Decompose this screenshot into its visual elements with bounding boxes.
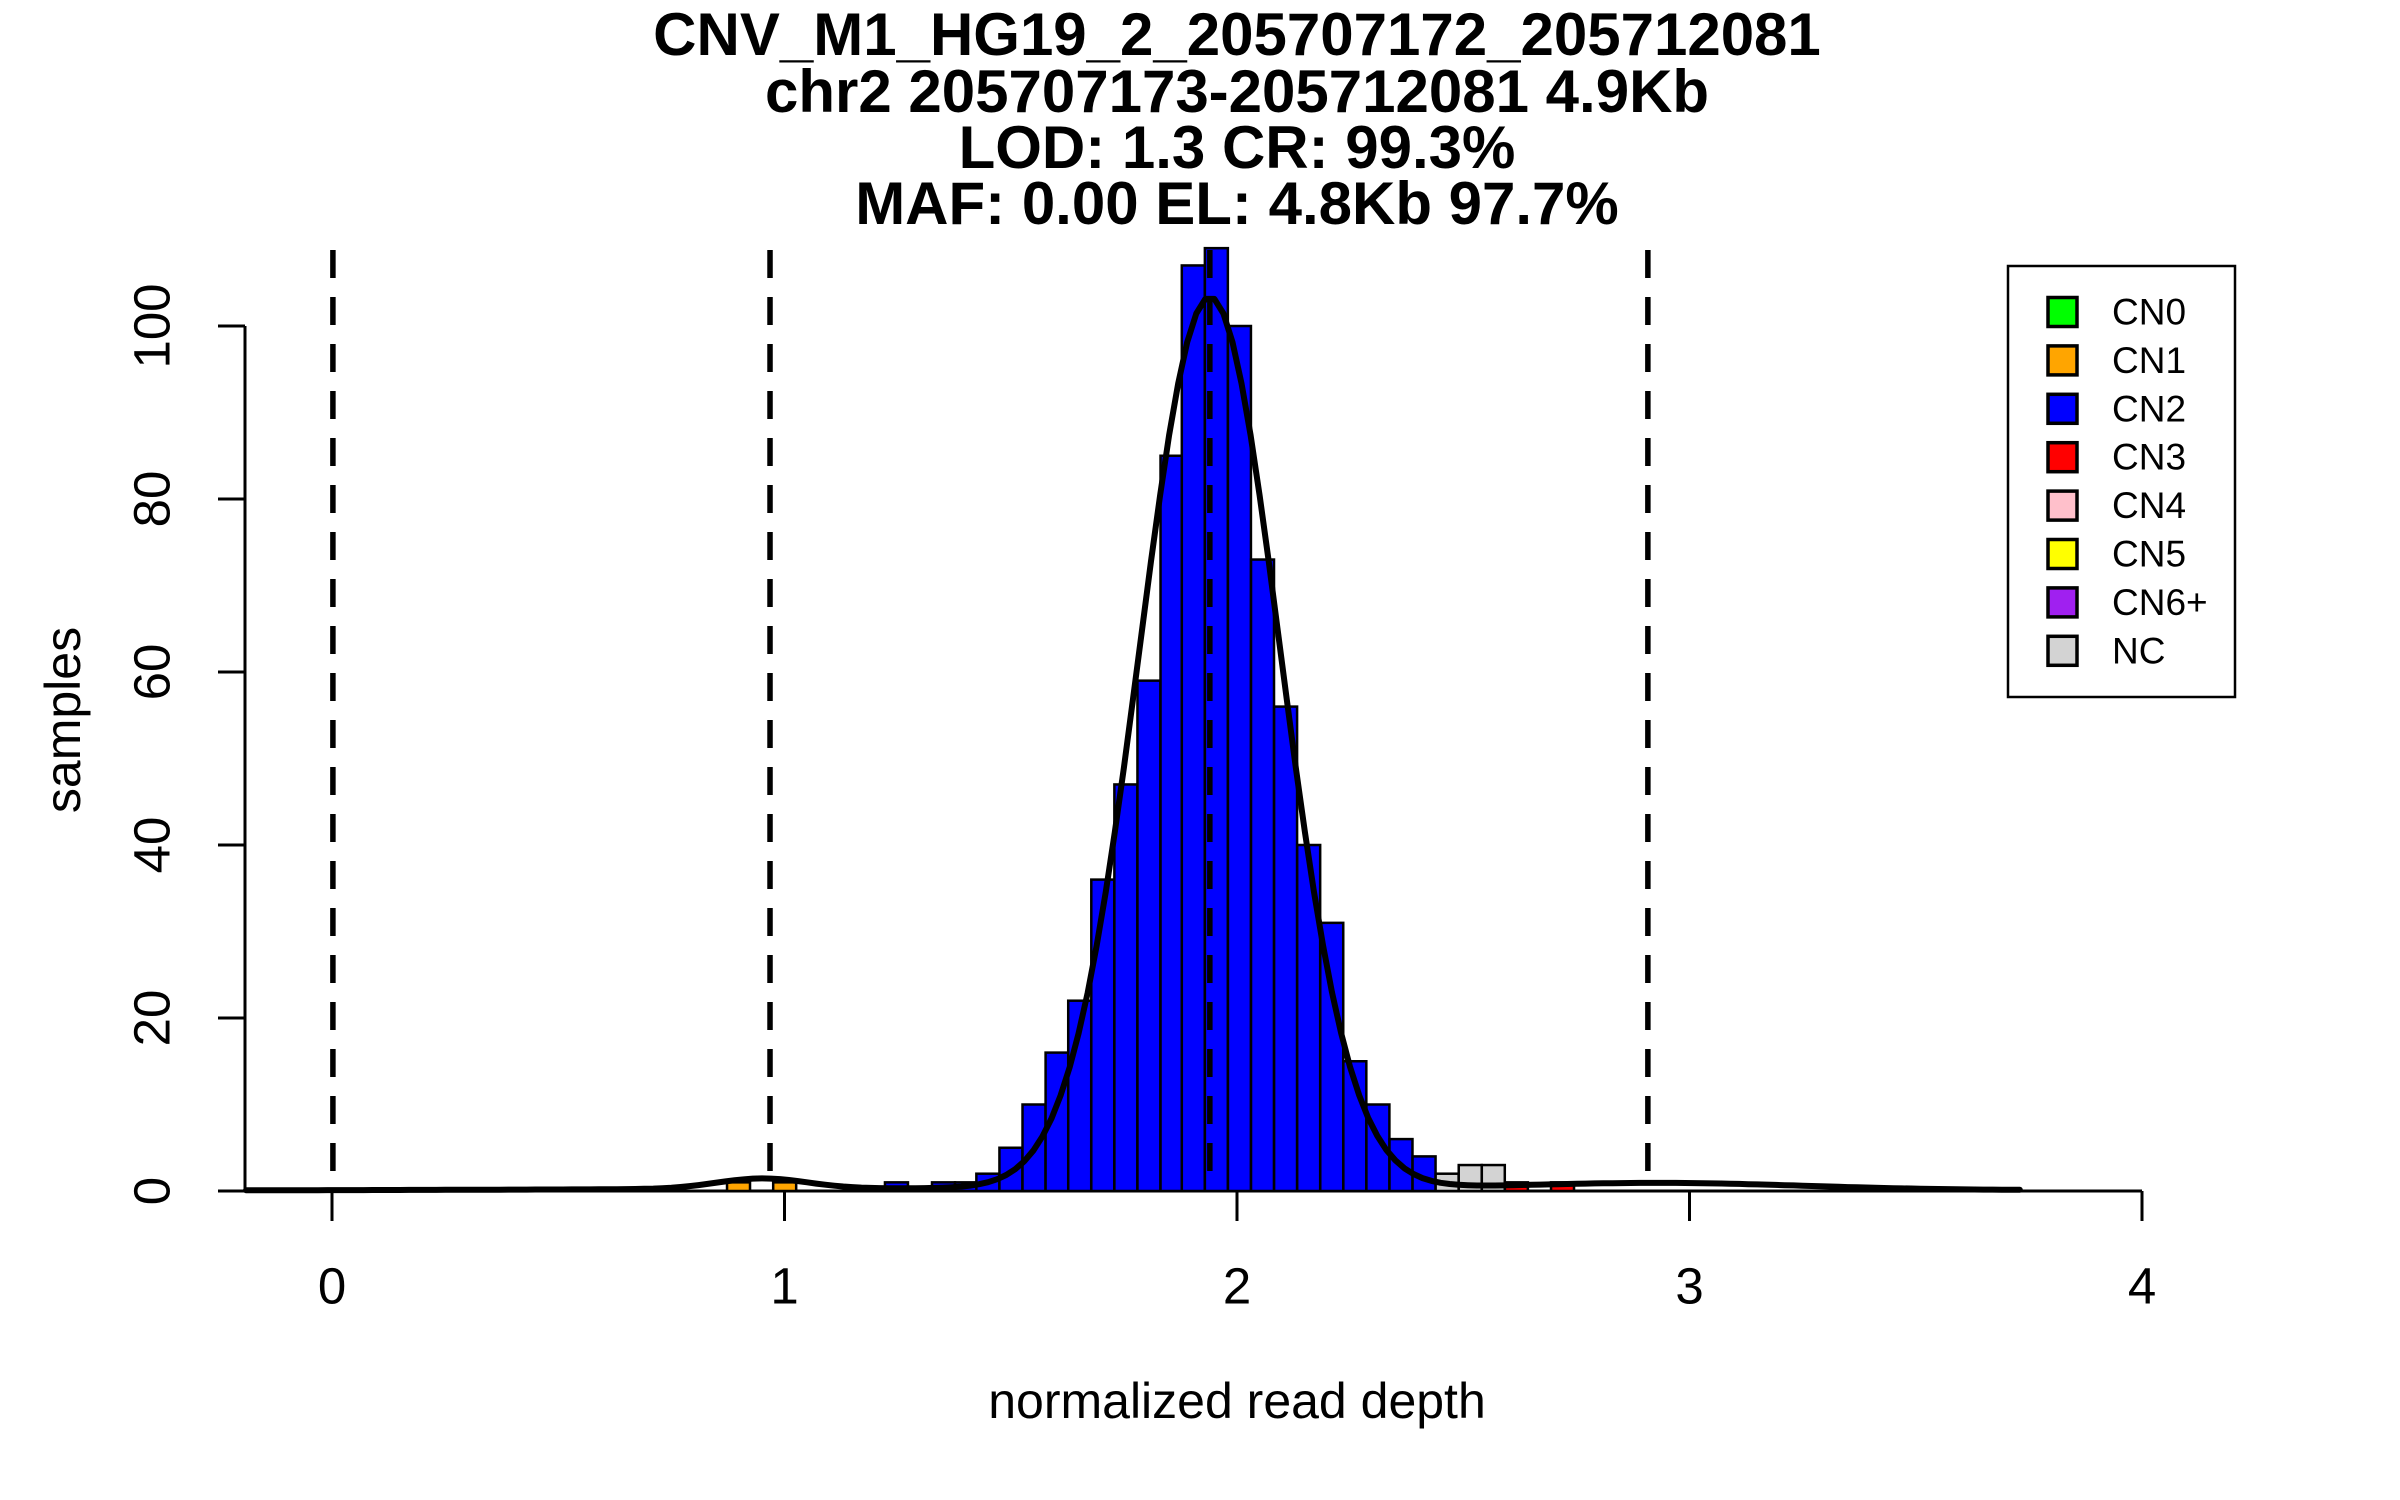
- x-axis-title: normalized read depth: [988, 1373, 1486, 1429]
- x-axis: 0 1 2 3 4: [318, 1189, 2156, 1315]
- title-line-2: chr2 205707173-205712081 4.9Kb: [765, 58, 1709, 125]
- histogram-bar-cn2: [1249, 558, 1276, 1193]
- legend-label-cn4: CN4: [2112, 485, 2186, 526]
- x-tick-label: 1: [770, 1258, 798, 1315]
- histogram-bar-cn2: [1272, 705, 1299, 1193]
- legend-label-cn0: CN0: [2112, 292, 2186, 333]
- legend-swatch-cn6plus: [2046, 586, 2079, 619]
- density-curve: [243, 295, 2023, 1194]
- title-line-1: CNV_M1_HG19_2_205707172_205712081: [653, 1, 1821, 68]
- legend-box: [2006, 264, 2237, 699]
- y-tick-label: 100: [124, 283, 181, 368]
- y-tick-label: 80: [124, 471, 181, 528]
- histogram-bar-cn2: [1319, 921, 1345, 1193]
- legend-label-nc: NC: [2112, 630, 2165, 671]
- legend-label-cn5: CN5: [2112, 534, 2186, 575]
- y-axis: 0 20 40 60 80 100: [124, 283, 247, 1205]
- histogram-bars: [725, 246, 1576, 1193]
- histogram-bar-cn2: [1136, 679, 1162, 1193]
- histogram-bar-cn2: [1159, 454, 1185, 1193]
- legend-swatch-cn2: [2046, 392, 2079, 426]
- x-tick-label: 4: [2128, 1258, 2156, 1315]
- legend-swatch-cn3: [2046, 440, 2079, 474]
- legend-label-cn2: CN2: [2112, 388, 2186, 429]
- cn-dashed-guides: [330, 250, 1651, 1191]
- legend-swatch-cn4: [2046, 489, 2079, 522]
- y-tick-label: 40: [124, 817, 181, 874]
- title-line-3: LOD: 1.3 CR: 99.3%: [959, 114, 1516, 181]
- x-tick-label: 3: [1675, 1258, 1703, 1315]
- histogram-bar-cn2: [1113, 783, 1139, 1193]
- histogram-bar-cn2: [1226, 324, 1253, 1193]
- title-line-4: MAF: 0.00 EL: 4.8Kb 97.7%: [855, 170, 1619, 237]
- density-fit-curve: [243, 295, 2023, 1194]
- y-tick-label: 60: [124, 644, 181, 701]
- histogram-bar-cn1: [771, 1181, 798, 1193]
- legend-swatch-nc: [2046, 634, 2079, 668]
- legend: CN0 CN1 CN2 CN3 CN4 CN5 CN6+ NC: [2006, 264, 2237, 699]
- y-tick-label: 0: [124, 1177, 181, 1205]
- x-tick-label: 0: [318, 1258, 346, 1315]
- y-tick-label: 20: [124, 990, 181, 1047]
- histogram-bar-cn2: [1180, 264, 1207, 1193]
- x-tick-label: 2: [1223, 1258, 1251, 1315]
- legend-swatch-cn5: [2046, 537, 2079, 571]
- legend-swatch-cn0: [2046, 295, 2079, 329]
- legend-label-cn3: CN3: [2112, 437, 2186, 478]
- legend-label-cn6plus: CN6+: [2112, 582, 2208, 623]
- y-axis-title: samples: [35, 627, 91, 813]
- chart-title: CNV_M1_HG19_2_205707172_205712081 chr2 2…: [653, 1, 1821, 237]
- legend-swatch-cn1: [2046, 344, 2079, 377]
- legend-label-cn1: CN1: [2112, 340, 2186, 381]
